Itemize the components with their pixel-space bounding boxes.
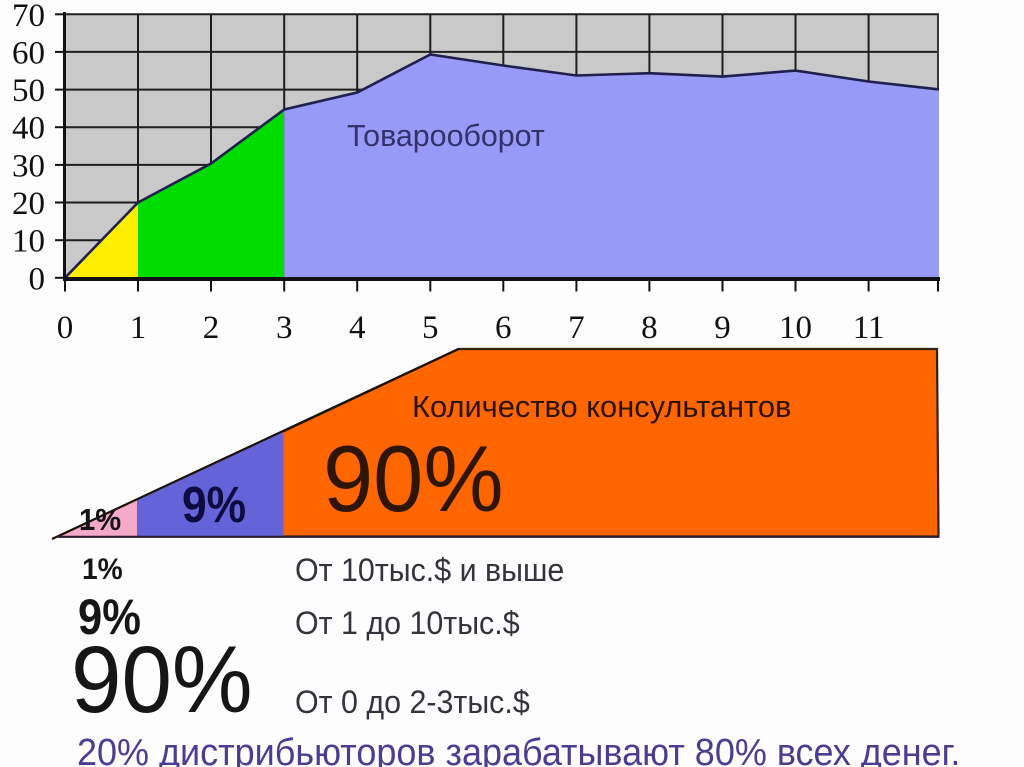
svg-text:9: 9 xyxy=(714,310,731,346)
svg-text:70: 70 xyxy=(12,0,45,34)
svg-text:50: 50 xyxy=(12,73,45,109)
svg-text:1: 1 xyxy=(130,310,147,346)
svg-text:7: 7 xyxy=(568,310,585,346)
svg-text:11: 11 xyxy=(853,310,885,346)
svg-text:0: 0 xyxy=(29,261,46,297)
svg-text:3: 3 xyxy=(276,310,293,346)
svg-text:60: 60 xyxy=(12,35,45,71)
svg-text:40: 40 xyxy=(12,111,45,147)
svg-text:30: 30 xyxy=(12,148,45,184)
svg-text:20: 20 xyxy=(12,186,45,222)
svg-text:10: 10 xyxy=(779,310,812,346)
svg-text:5: 5 xyxy=(422,310,439,346)
svg-text:8: 8 xyxy=(641,310,658,346)
svg-text:4: 4 xyxy=(349,310,366,346)
svg-text:10: 10 xyxy=(12,224,45,260)
svg-text:6: 6 xyxy=(495,310,512,346)
svg-text:0: 0 xyxy=(57,310,74,346)
svg-text:2: 2 xyxy=(203,310,220,346)
